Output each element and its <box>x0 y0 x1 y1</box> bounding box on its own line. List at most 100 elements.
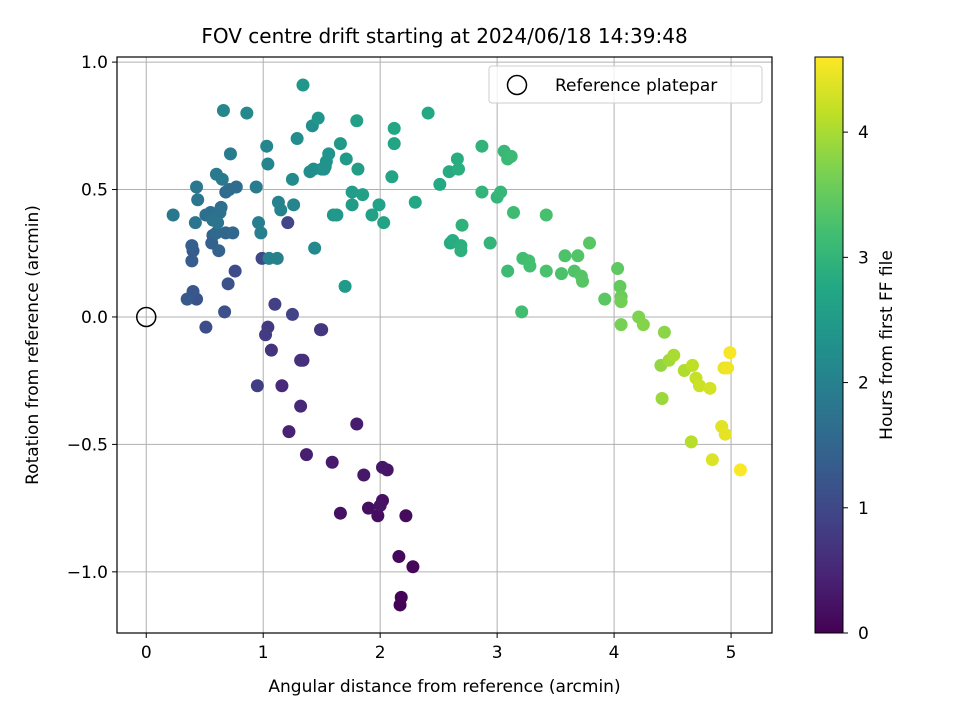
data-point <box>218 305 232 319</box>
data-point <box>454 244 468 258</box>
colorbar-tick-label: 3 <box>858 248 869 268</box>
data-point <box>598 292 612 306</box>
legend-entry: Reference platepar <box>555 76 717 96</box>
data-point <box>356 188 370 202</box>
data-point <box>287 198 301 212</box>
data-point <box>250 379 264 393</box>
x-tick-label: 4 <box>609 643 620 663</box>
data-point <box>387 137 401 151</box>
data-point <box>361 501 375 515</box>
data-point <box>452 162 466 176</box>
x-tick-label: 0 <box>141 643 152 663</box>
data-point <box>373 499 387 513</box>
data-point <box>240 106 254 120</box>
data-point <box>515 305 529 319</box>
x-tick-label: 3 <box>492 643 503 663</box>
data-point <box>723 346 737 360</box>
data-point <box>703 381 717 395</box>
x-axis-ticks: 0 1 2 3 4 5 <box>141 633 737 663</box>
data-point <box>294 353 308 367</box>
chart-title: FOV centre drift starting at 2024/06/18 … <box>201 24 687 48</box>
data-point <box>558 249 572 263</box>
data-point <box>692 379 706 393</box>
data-point <box>290 132 304 146</box>
data-point <box>166 208 180 222</box>
data-point <box>657 325 671 339</box>
y-tick-label: 1.0 <box>81 53 108 73</box>
legend-marker <box>506 74 528 96</box>
data-point <box>282 425 296 439</box>
data-point <box>338 279 352 293</box>
data-point <box>718 427 732 441</box>
data-point <box>376 460 390 474</box>
data-point <box>260 139 274 153</box>
data-point <box>421 106 435 120</box>
data-point <box>211 216 225 230</box>
colorbar-tick-label: 2 <box>858 374 869 394</box>
data-point <box>408 195 422 209</box>
x-tick-label: 2 <box>375 643 386 663</box>
data-point <box>576 274 590 288</box>
data-point <box>357 468 371 482</box>
data-point <box>613 279 627 293</box>
y-tick-label: −0.5 <box>67 435 108 455</box>
data-point <box>371 509 385 523</box>
data-point <box>285 172 299 186</box>
grid <box>117 57 772 633</box>
data-point <box>475 185 489 199</box>
y-tick-label: 0.5 <box>81 181 108 201</box>
data-point <box>392 550 406 564</box>
data-point <box>433 177 447 191</box>
data-point <box>270 251 284 265</box>
colorbar-tick-label: 1 <box>858 499 869 519</box>
colorbar-label: Hours from first FF file <box>877 250 897 440</box>
x-tick-label: 5 <box>726 643 737 663</box>
data-point <box>209 226 223 240</box>
data-point <box>221 277 235 291</box>
reference-marker <box>135 306 157 328</box>
legend: Reference platepar <box>488 65 763 104</box>
data-point <box>614 318 628 332</box>
data-point <box>350 417 364 431</box>
data-point <box>322 147 336 161</box>
data-point <box>365 208 379 222</box>
reference-point <box>135 306 157 328</box>
y-tick-label: −1.0 <box>67 563 108 583</box>
data-point <box>299 448 313 462</box>
plot-frame <box>116 56 773 634</box>
data-point <box>261 157 275 171</box>
data-point <box>254 226 268 240</box>
data-point <box>325 455 339 469</box>
data-point <box>229 180 243 194</box>
data-point <box>705 453 719 467</box>
data-point <box>249 180 263 194</box>
data-point <box>406 560 420 574</box>
data-point <box>733 463 747 477</box>
data-point <box>294 399 308 413</box>
data-point <box>350 114 364 128</box>
data-point <box>223 147 237 161</box>
data-point <box>494 185 508 199</box>
data-point <box>450 152 464 166</box>
data-point <box>180 292 194 306</box>
data-point <box>387 121 401 135</box>
data-point <box>351 162 365 176</box>
data-point <box>475 139 489 153</box>
data-point <box>333 137 347 151</box>
x-tick-label: 1 <box>258 643 269 663</box>
data-point <box>264 343 278 357</box>
data-point <box>539 208 553 222</box>
data-point <box>188 216 202 230</box>
data-point <box>216 104 230 118</box>
data-point <box>199 320 213 334</box>
data-point <box>285 307 299 321</box>
legend-box <box>488 65 763 104</box>
data-point <box>296 78 310 92</box>
data-point <box>275 379 289 393</box>
x-axis-label: Angular distance from reference (arcmin) <box>268 677 620 697</box>
data-point <box>308 241 322 255</box>
data-point <box>228 264 242 278</box>
data-point <box>268 297 282 311</box>
data-point <box>333 506 347 520</box>
data-point <box>311 111 325 125</box>
